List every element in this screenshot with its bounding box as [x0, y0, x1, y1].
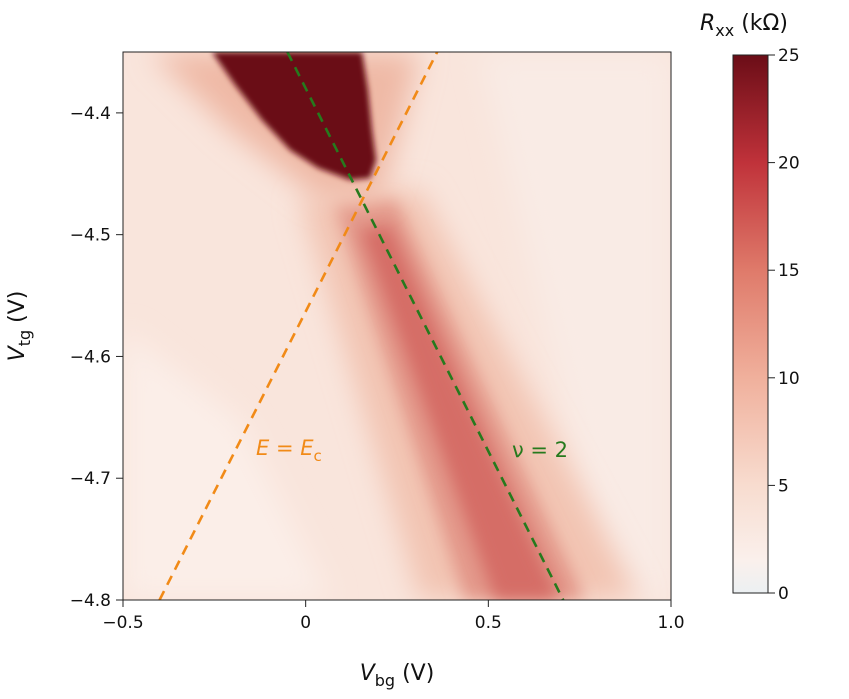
annotation-e: E [256, 436, 270, 460]
colorbar [732, 54, 769, 594]
y-axis-label: Vtg (V) [5, 291, 34, 362]
guide-lines [158, 52, 565, 600]
heatmap-band-core [360, 225, 560, 600]
x-tick-label: 0.5 [475, 613, 502, 633]
colorbar-ticks: 0 5 10 15 20 25 [768, 46, 800, 604]
colorbar-tick-label: 20 [778, 154, 800, 174]
colorbar-label-unit: (kΩ) [734, 11, 788, 36]
colorbar-label-main: R [700, 11, 715, 36]
x-tick-label: −0.5 [102, 613, 143, 633]
x-axis-label-unit: (V) [395, 661, 434, 686]
colorbar-label-sub: xx [715, 21, 734, 40]
x-tick-label: 1.0 [657, 613, 684, 633]
annotation-eq: = [269, 436, 300, 460]
line-e-ec [158, 52, 439, 600]
heatmap [123, 52, 671, 600]
y-tick-label: −4.6 [70, 347, 111, 367]
heatmap-light-region-right [480, 52, 671, 600]
y-tick-label: −4.5 [70, 226, 111, 246]
colorbar-tick-label: 0 [778, 584, 789, 604]
colorbar-tick-label: 10 [778, 369, 800, 389]
x-axis-label-main: V [360, 661, 377, 686]
annotation-nu2: ν = 2 [512, 438, 568, 462]
colorbar-label: Rxx (kΩ) [700, 11, 788, 40]
x-axis-label-sub: bg [375, 671, 395, 690]
heatmap-light-region [123, 330, 330, 600]
plot-frame [122, 51, 672, 601]
x-ticks: −0.5 0 0.5 1.0 [102, 600, 685, 633]
y-axis-label-main: V [5, 344, 30, 361]
y-axis-label-sub: tg [15, 330, 34, 346]
line-nu-2 [286, 52, 565, 600]
colorbar-tick-label: 5 [778, 476, 789, 496]
y-axis-label-unit: (V) [5, 291, 30, 330]
colorbar-tick-label: 15 [778, 261, 800, 281]
annotation-ec-sub: c [314, 447, 322, 465]
y-tick-label: −4.4 [70, 104, 111, 124]
x-tick-label: 0 [300, 613, 311, 633]
y-tick-label: −4.8 [70, 591, 111, 611]
x-axis-label: Vbg (V) [360, 661, 435, 690]
colorbar-tick-label: 25 [778, 46, 800, 66]
y-ticks: −4.8 −4.7 −4.6 −4.5 −4.4 [70, 104, 123, 611]
annotation-ec: E [300, 436, 314, 460]
y-tick-label: −4.7 [70, 469, 111, 489]
annotation-e-ec: E = Ec [256, 436, 322, 465]
